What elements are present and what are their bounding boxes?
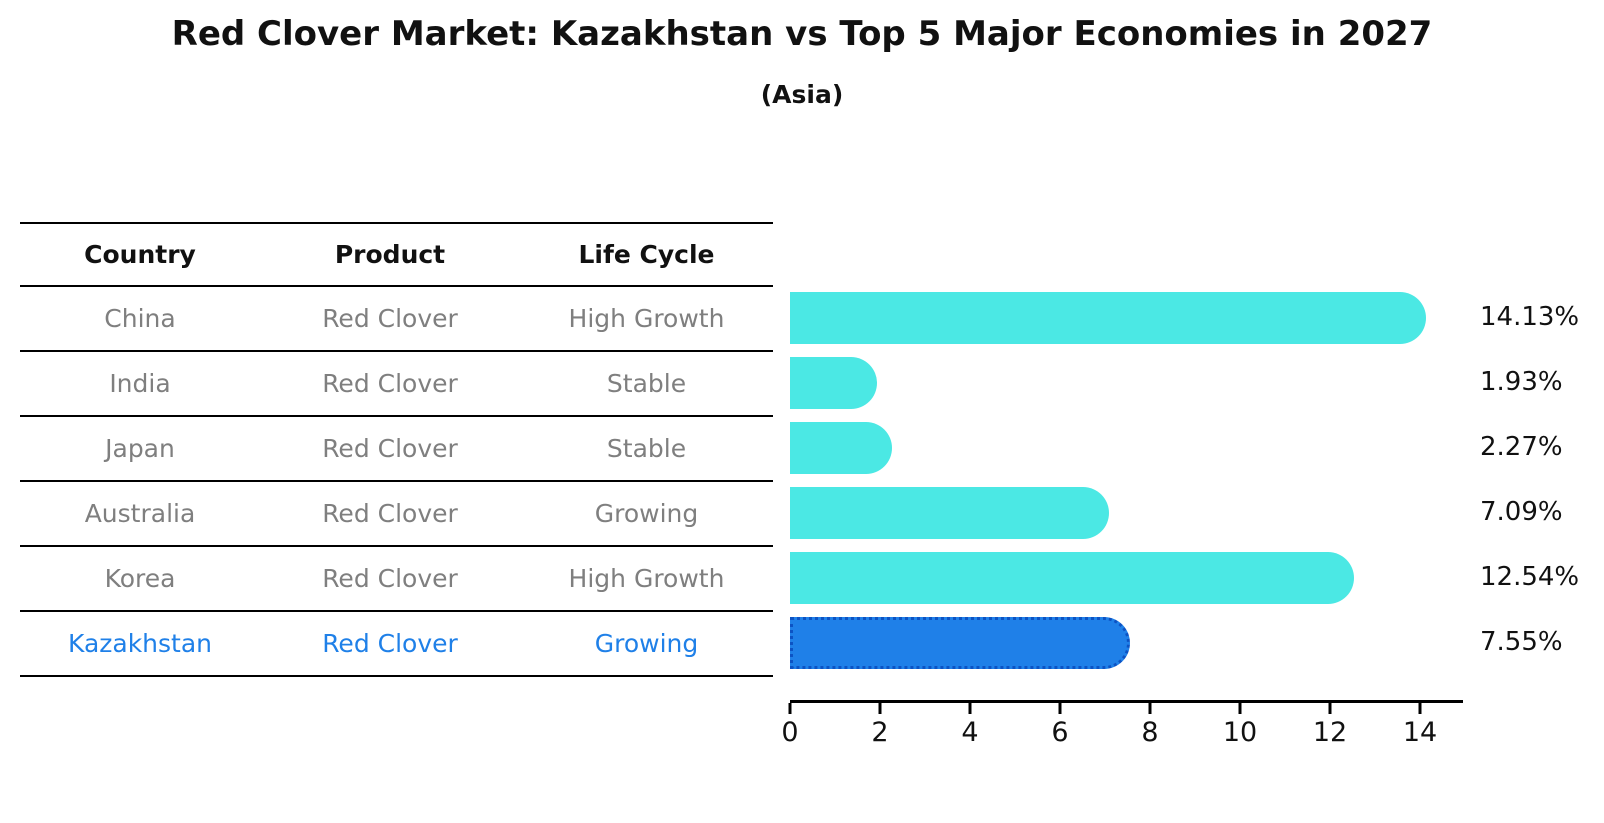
col-header-lifecycle: Life Cycle (578, 240, 715, 269)
value-label-korea: 12.54% (1480, 562, 1580, 592)
bar-korea (790, 551, 1355, 604)
x-tick (788, 703, 792, 714)
cell-product: Red Clover (322, 434, 458, 463)
x-tick (1058, 703, 1062, 714)
cell-country: Kazakhstan (67, 629, 213, 658)
bar-india (790, 356, 877, 409)
x-tick-label: 12 (1312, 717, 1348, 748)
x-tick-label: 8 (1141, 717, 1159, 748)
cell-lifecycle: Stable (606, 369, 687, 398)
cell-lifecycle: Growing (594, 629, 699, 658)
cell-country: Korea (104, 564, 176, 593)
bar-australia (790, 486, 1110, 539)
x-tick-label: 0 (781, 717, 799, 748)
x-tick (1328, 703, 1332, 714)
cell-lifecycle: High Growth (568, 304, 725, 333)
table-row: China Red Clover High Growth (20, 287, 773, 352)
value-label-china: 14.13% (1480, 302, 1580, 332)
cell-product: Red Clover (322, 564, 458, 593)
cell-lifecycle: High Growth (568, 564, 725, 593)
bar-kazakhstan (790, 616, 1130, 669)
data-table: Country Product Life Cycle China Red Clov… (20, 222, 773, 677)
x-tick (1418, 703, 1422, 714)
col-header-product: Product (334, 240, 446, 269)
table-body: China Red Clover High Growth India Red Clove… (20, 287, 773, 677)
x-tick-label: 4 (961, 717, 979, 748)
value-label-india: 1.93% (1480, 367, 1563, 397)
x-tick (968, 703, 972, 714)
table-row: Japan Red Clover Stable (20, 417, 773, 482)
bar-row-india (790, 356, 877, 409)
table-row: Kazakhstan Red Clover Growing (20, 612, 773, 677)
bar-row-kazakhstan (790, 616, 1130, 669)
x-tick (1238, 703, 1242, 714)
chart-title: Red Clover Market: Kazakhstan vs Top 5 M… (171, 14, 1433, 54)
cell-lifecycle: Growing (594, 499, 699, 528)
cell-product: Red Clover (322, 304, 458, 333)
cell-country: India (109, 369, 171, 398)
bar-row-china (790, 291, 1426, 344)
x-tick (1148, 703, 1152, 714)
cell-product: Red Clover (322, 629, 458, 658)
cell-country: China (104, 304, 176, 333)
bar-chart: 0 2 4 6 8 10 12 14 (781, 285, 1480, 755)
table-header-row: Country Product Life Cycle (20, 224, 773, 287)
x-tick-label: 14 (1402, 717, 1438, 748)
col-header-country: Country (84, 240, 196, 269)
cell-country: Australia (84, 499, 196, 528)
value-label-japan: 2.27% (1480, 432, 1563, 462)
x-tick-label: 10 (1222, 717, 1258, 748)
bar-row-australia (790, 486, 1110, 539)
table-row: Korea Red Clover High Growth (20, 547, 773, 612)
value-label-australia: 7.09% (1480, 497, 1563, 527)
bar-row-korea (790, 551, 1355, 604)
chart-subtitle: (Asia) (760, 80, 844, 109)
bar-japan (790, 421, 893, 474)
bar-china (790, 291, 1426, 344)
x-tick-label: 2 (871, 717, 889, 748)
cell-lifecycle: Stable (606, 434, 687, 463)
value-label-kazakhstan: 7.55% (1480, 627, 1563, 657)
cell-country: Japan (105, 434, 175, 463)
table-row: India Red Clover Stable (20, 352, 773, 417)
x-axis-line (790, 700, 1463, 703)
cell-product: Red Clover (322, 499, 458, 528)
bar-row-japan (790, 421, 893, 474)
x-tick (878, 703, 882, 714)
table-row: Australia Red Clover Growing (20, 482, 773, 547)
cell-product: Red Clover (322, 369, 458, 398)
x-tick-label: 6 (1051, 717, 1069, 748)
